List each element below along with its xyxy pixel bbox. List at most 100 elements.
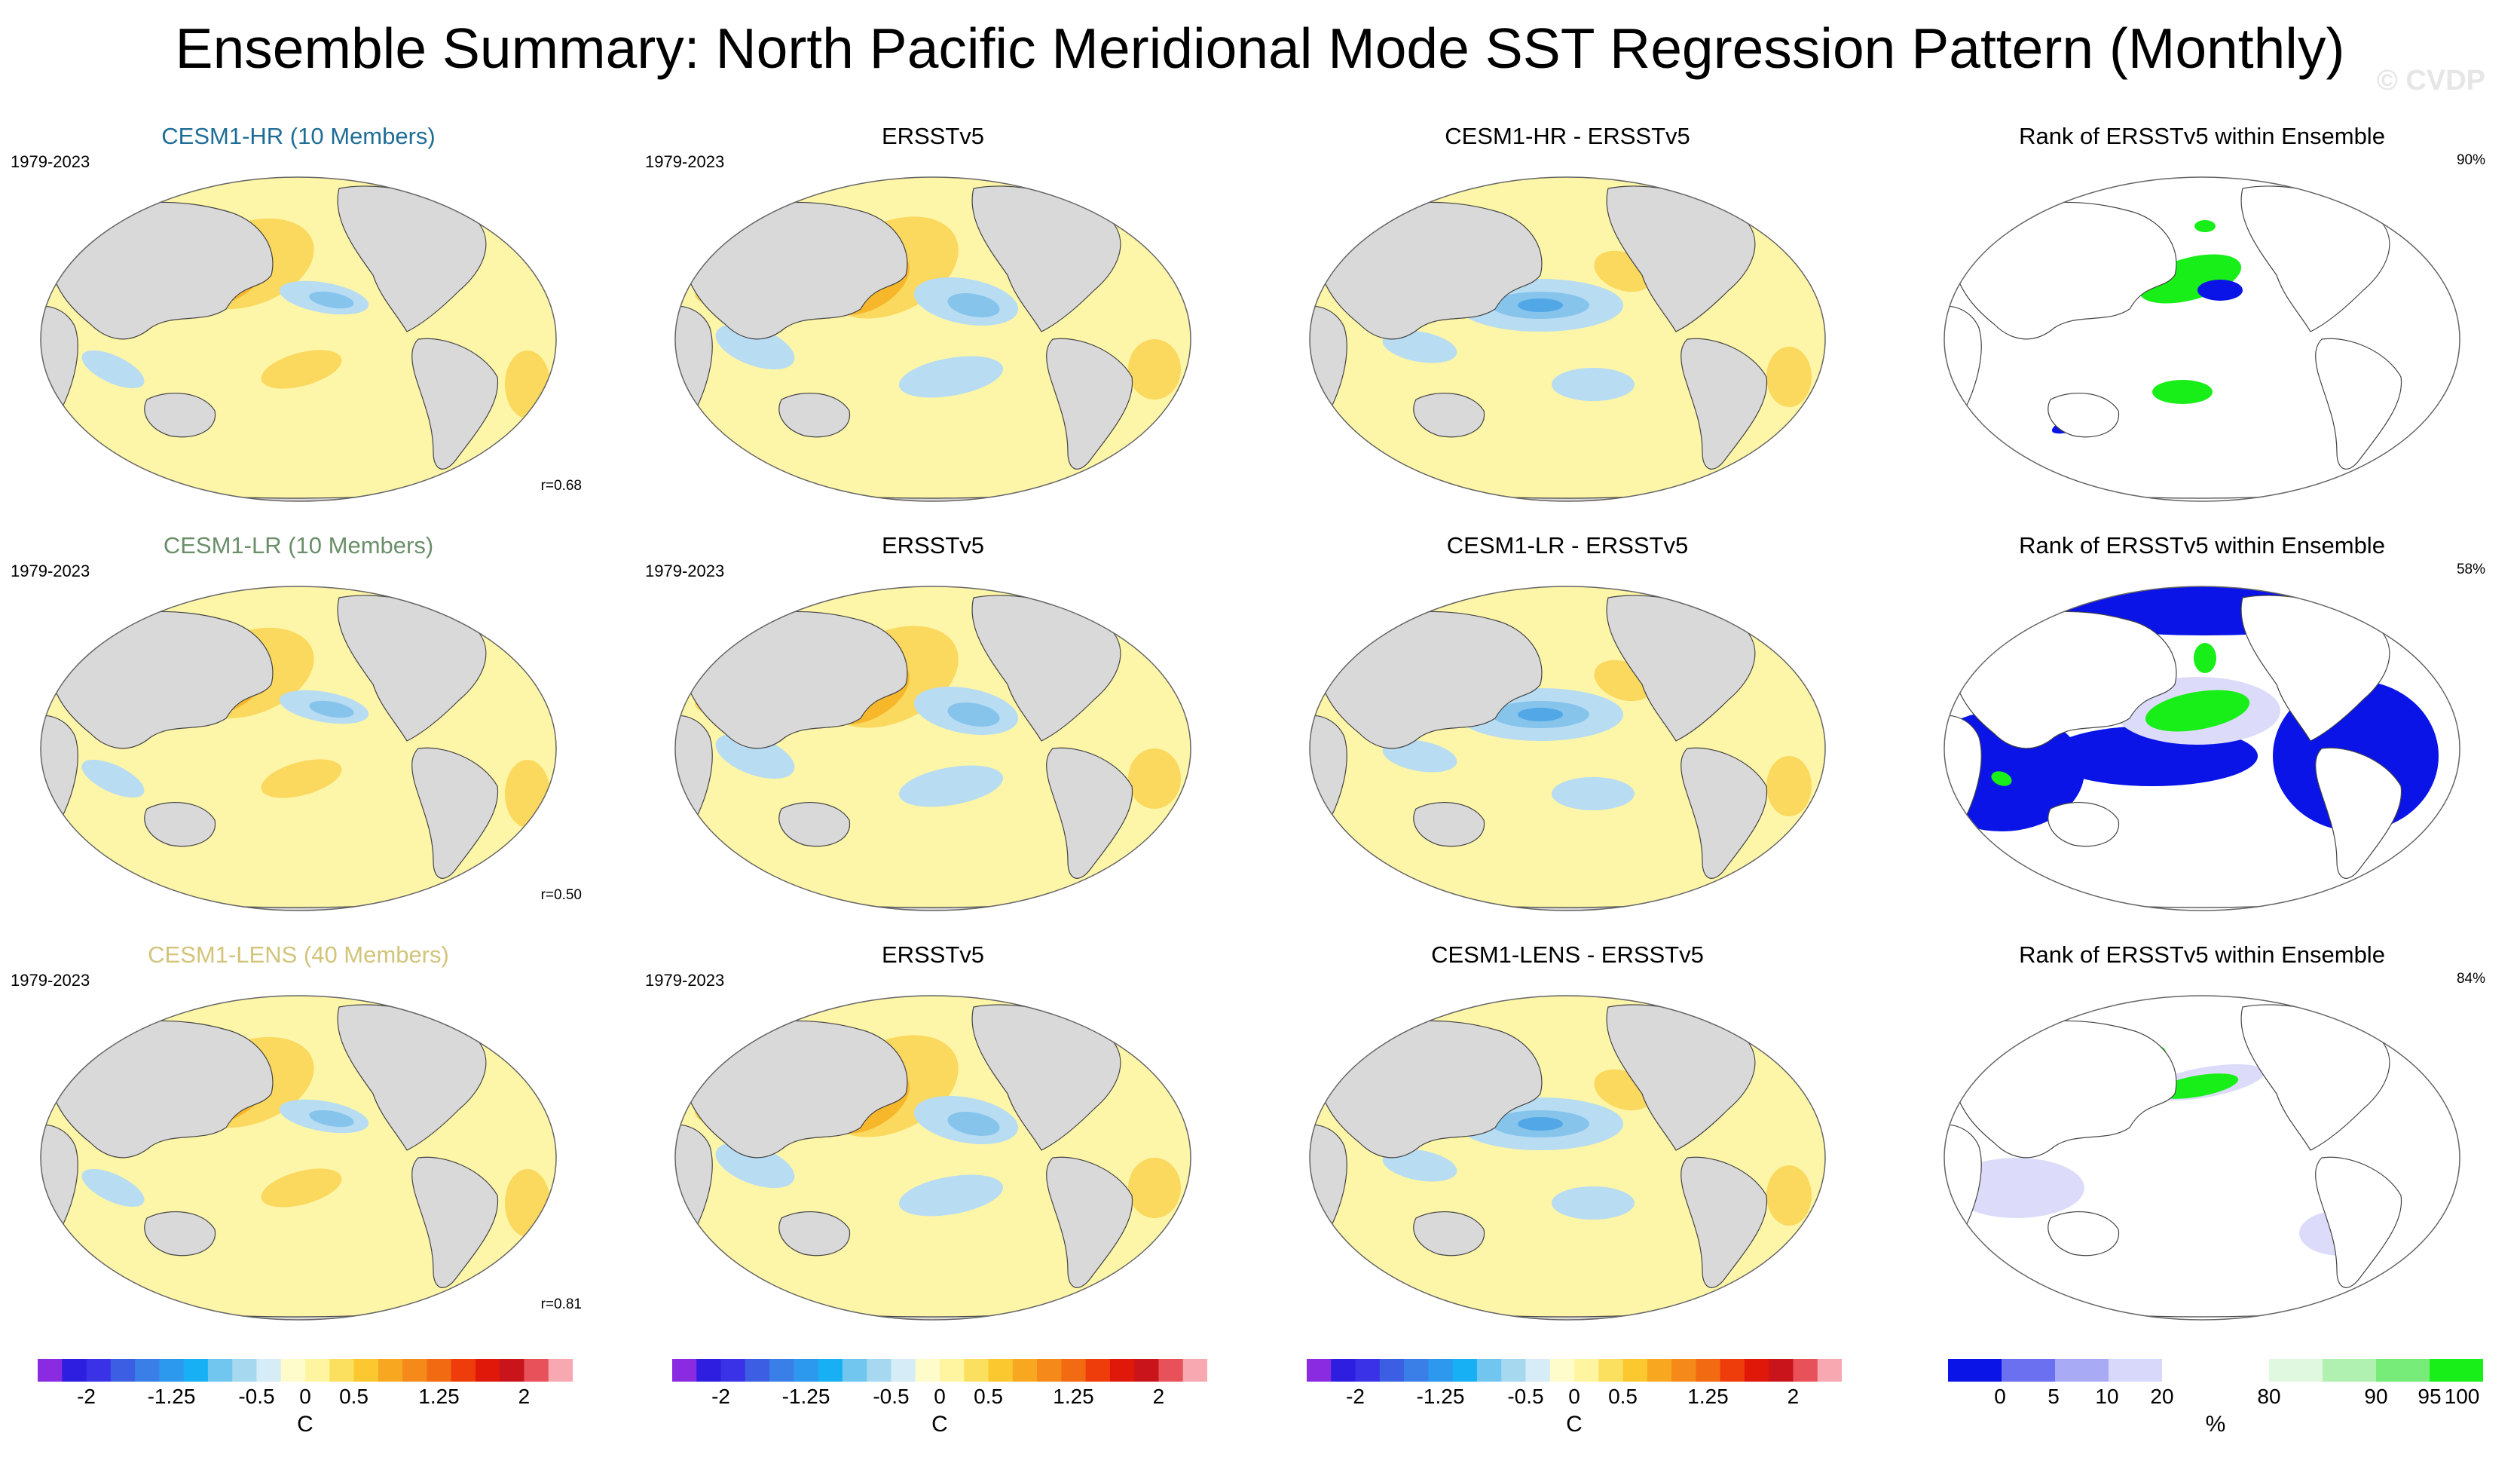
anomaly-region (81, 350, 145, 389)
anomaly-region (1949, 1158, 2084, 1218)
anomaly-region (1766, 1165, 1812, 1226)
map-obs (674, 176, 1191, 502)
anomaly-region (261, 350, 342, 389)
landmass (1746, 996, 1809, 1046)
landmass (144, 1211, 216, 1257)
map-obs (674, 995, 1191, 1321)
colorbar-swatch (1331, 1359, 1356, 1382)
landmass (1681, 747, 1768, 879)
panel-model-row2: CESM1-LR (10 Members) 1979-2023 r=0.50 (0, 530, 597, 937)
colorbar-swatch (305, 1359, 330, 1382)
map-obs (674, 586, 1191, 911)
colorbar-tick-label: 5 (2048, 1385, 2060, 1408)
panel-diff-row1: CESM1-HR - ERSSTv5 (1269, 121, 1866, 528)
model-title: CESM1-LR (10 Members) (163, 532, 434, 559)
colorbar-swatch (1647, 1359, 1672, 1382)
ocean-field (41, 996, 556, 1320)
colorbar-swatch (891, 1359, 916, 1382)
colorbar-tick-label: -2 (1346, 1385, 1365, 1408)
colorbar-swatch (720, 1359, 746, 1382)
anomaly-region (309, 700, 354, 718)
anomaly-region (309, 291, 354, 309)
landmass (1112, 587, 1174, 637)
colorbar-swatch (524, 1359, 549, 1382)
colorbar-swatch (696, 1359, 722, 1382)
landmass (44, 1020, 274, 1159)
map-model (40, 995, 557, 1321)
anomaly-region (2194, 643, 2216, 673)
rank-title: Rank of ERSSTv5 within Ensemble (2019, 123, 2385, 149)
landmass (1314, 611, 1543, 749)
model-title: CESM1-HR (10 Members) (161, 123, 436, 149)
anomaly-region (505, 1169, 550, 1237)
anomaly-region (947, 702, 1000, 727)
colorbar-swatch (378, 1359, 403, 1382)
colorbar-tick-label: 100 (2444, 1385, 2480, 1408)
anomaly-region (1518, 298, 1563, 312)
landmass (1046, 747, 1133, 879)
rank-percent: 58% (2456, 562, 2485, 577)
colorbar-swatch (794, 1359, 819, 1382)
anomaly-region (1128, 1158, 1181, 1218)
landmass (2315, 747, 2402, 879)
anomaly-region (1552, 777, 1635, 810)
ocean-field (675, 177, 1191, 501)
colorbar-tick-label: 2 (1787, 1385, 1800, 1408)
anomaly-region (1518, 1117, 1563, 1131)
colorbar-swatch (1085, 1359, 1111, 1382)
colorbar-tick-label: -0.5 (873, 1385, 910, 1408)
panel-rank-row1: Rank of ERSSTv5 within Ensemble 90% (1904, 121, 2500, 528)
colorbar-swatch (62, 1359, 87, 1382)
colorbar-tick-label: -1.25 (781, 1385, 830, 1408)
ocean-field (675, 996, 1191, 1320)
colorbar-tick-label: 10 (2095, 1385, 2119, 1408)
colorbar-swatch (745, 1359, 770, 1382)
panel-rank-row2: Rank of ERSSTv5 within Ensemble 58% (1904, 530, 2500, 937)
landmass (1046, 1156, 1133, 1288)
colorbar-tick-label: -1.25 (1416, 1385, 1465, 1408)
anomaly-region (1382, 330, 1457, 363)
landmass (2048, 392, 2120, 438)
map-model (40, 176, 557, 502)
colorbar-tick-label: 0 (1568, 1385, 1580, 1408)
colorbar-swatch (1696, 1359, 1721, 1382)
pattern-correlation: r=0.50 (540, 887, 582, 903)
colorbar-swatch (1404, 1359, 1429, 1382)
landmass (1314, 201, 1543, 340)
colorbar-swatch (256, 1359, 282, 1382)
landmass (778, 392, 851, 438)
ocean-field (675, 586, 1191, 911)
rank-title: Rank of ERSSTv5 within Ensemble (2019, 532, 2385, 559)
landmass (477, 178, 540, 228)
map-outline (674, 176, 1191, 502)
anomaly-region (1552, 1186, 1635, 1220)
difference-title: CESM1-HR - ERSSTv5 (1445, 123, 1690, 149)
anomaly-region (309, 1110, 354, 1128)
landmass (477, 587, 540, 637)
colorbar-tick-label: 0 (299, 1385, 311, 1408)
panel-model-row1: CESM1-HR (10 Members) 1979-2023 r=0.68 (0, 121, 597, 528)
anomaly-region (1766, 347, 1812, 407)
colorbar-swatch (1817, 1359, 1842, 1382)
anomaly-region (1382, 739, 1457, 773)
panel-rank-row3: Rank of ERSSTv5 within Ensemble 84% (1904, 939, 2500, 1346)
colorbar-swatch (135, 1359, 160, 1382)
colorbar-swatch (110, 1359, 136, 1382)
colorbar-swatch (2109, 1359, 2163, 1382)
colorbar-swatch (1037, 1359, 1062, 1382)
ocean-field (1944, 996, 2460, 1320)
pattern-correlation: r=0.81 (540, 1296, 582, 1312)
panel-diff-row2: CESM1-LR - ERSSTv5 (1269, 530, 1866, 937)
landmass (778, 1211, 851, 1257)
colorbar-swatch (1622, 1359, 1648, 1382)
anomaly-region (947, 293, 1000, 317)
colorbar-swatch (1501, 1359, 1526, 1382)
anomaly-region (505, 760, 550, 828)
obs-title: ERSSTv5 (881, 532, 985, 559)
colorbar-tick-label: -2 (77, 1385, 96, 1408)
anomaly-region (898, 1174, 1004, 1217)
map-diff (1309, 995, 1826, 1321)
colorbar-swatch (818, 1359, 843, 1382)
colorbar-swatch (1182, 1359, 1207, 1382)
map-outline (674, 586, 1191, 911)
